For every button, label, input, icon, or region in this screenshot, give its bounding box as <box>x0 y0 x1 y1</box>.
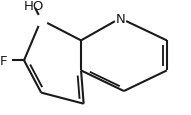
Text: HO: HO <box>23 0 44 13</box>
Text: N: N <box>115 13 125 26</box>
Text: F: F <box>0 54 7 67</box>
